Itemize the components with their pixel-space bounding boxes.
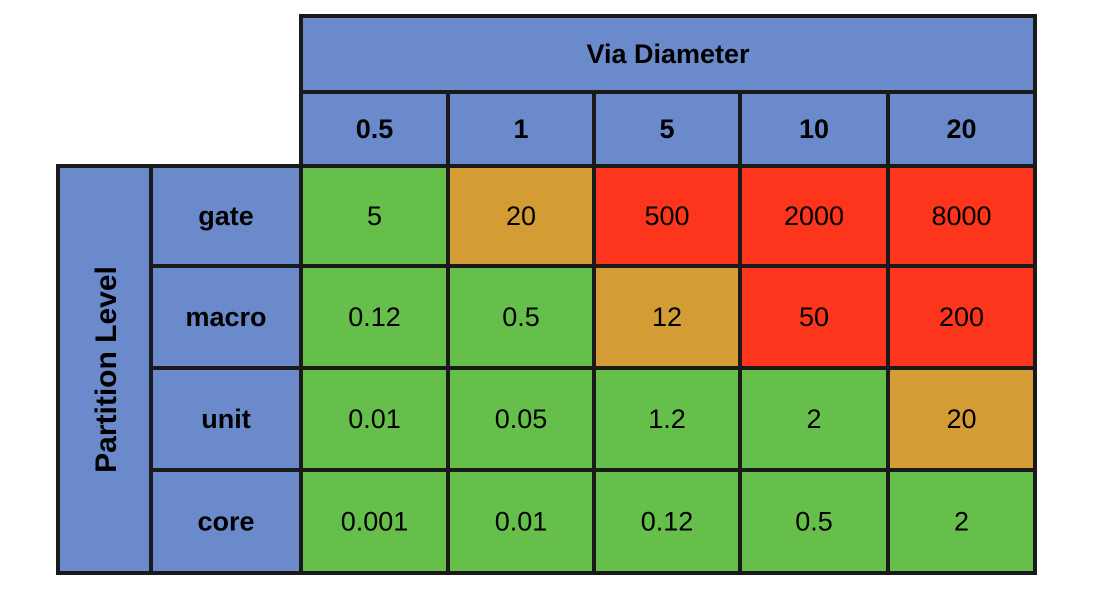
column-header-cell (886, 90, 1037, 168)
table-cell-value: 500 (644, 201, 689, 231)
row-header-title-cell (56, 164, 153, 575)
table-cell (446, 468, 596, 575)
table-cell-value: 20 (946, 404, 976, 434)
table-cell-value: 20 (506, 201, 536, 231)
column-header-label: 1 (513, 114, 528, 144)
column-header-cell (592, 90, 742, 168)
row-header-label: macro (185, 302, 266, 332)
table-cell-value: 8000 (931, 201, 991, 231)
column-header-title-cell (299, 14, 1037, 94)
table-cell-value: 12 (652, 302, 682, 332)
table-cell-value: 2 (954, 507, 969, 537)
table-cell-value: 0.12 (348, 302, 401, 332)
table-cell-value: 0.05 (495, 404, 548, 434)
table-cell-value: 200 (939, 302, 984, 332)
table-cell-value: 2 (806, 404, 821, 434)
table-cell (886, 468, 1037, 575)
column-header-label: 20 (946, 114, 976, 144)
row-header-cell (149, 366, 303, 472)
row-header-cell (149, 164, 303, 268)
table-cell-value: 0.5 (502, 302, 540, 332)
table-cell (592, 264, 742, 370)
table-cell (446, 366, 596, 472)
row-header-cell (149, 264, 303, 370)
table-cell (738, 366, 890, 472)
table-cell-value: 0.01 (495, 507, 548, 537)
table-cell-value: 2000 (784, 201, 844, 231)
column-header-label: 5 (659, 114, 674, 144)
row-header-label: core (197, 507, 254, 537)
table-cell-value: 0.001 (341, 507, 409, 537)
table-cell-value: 0.01 (348, 404, 401, 434)
table-cell (738, 468, 890, 575)
table-cell-value: 0.12 (641, 507, 694, 537)
column-header-cell (299, 90, 450, 168)
table-cell-value: 0.5 (795, 507, 833, 537)
table-cell (886, 264, 1037, 370)
row-header-label: unit (201, 404, 250, 434)
table-headers: Via Diameter Partition Level 0.5 1 5 10 20 ga… (56, 14, 1037, 575)
column-header-label: 0.5 (356, 114, 394, 144)
row-header-cell (149, 468, 303, 575)
row-header-label: gate (198, 201, 254, 231)
column-header-cell (738, 90, 890, 168)
column-header-title: Via Diameter (586, 39, 750, 69)
table-cells: 5 20 500 2000 8000 0.12 0.5 12 50 200 0.01 0.05 1.2 2… (299, 164, 1037, 575)
row-header-title: Partition Level (90, 266, 123, 473)
table-cell-value: 1.2 (648, 404, 686, 434)
column-header-label: 10 (799, 114, 829, 144)
table-cell-value: 50 (799, 302, 829, 332)
table-cell-value: 5 (367, 201, 382, 231)
